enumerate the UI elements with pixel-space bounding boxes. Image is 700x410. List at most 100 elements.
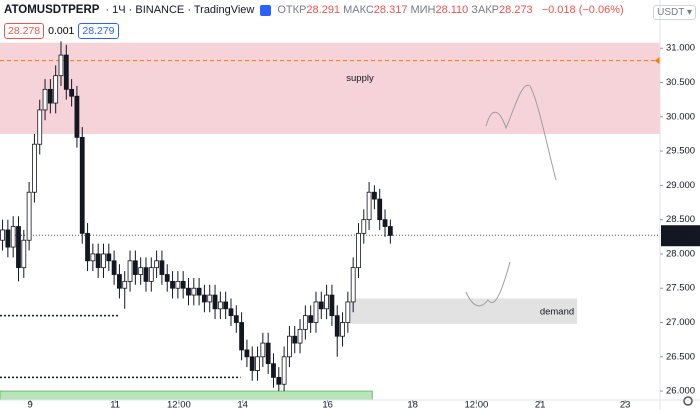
candle-body bbox=[127, 260, 133, 282]
candle-body bbox=[69, 88, 75, 97]
x-tick-label: 12:00 bbox=[167, 400, 191, 410]
candle-body bbox=[37, 109, 43, 145]
ohlc-label: МАКС bbox=[343, 4, 374, 16]
x-tick-label: 23 bbox=[620, 400, 631, 410]
x-tick-label: 9 bbox=[28, 400, 33, 410]
candle-body bbox=[170, 280, 175, 289]
candle-body bbox=[180, 280, 186, 289]
zone bbox=[350, 298, 578, 324]
ohlc: ОТКР28.291 МАКС28.317 МИН28.110 ЗАКР28.273 bbox=[277, 4, 535, 16]
projection-drawing bbox=[485, 84, 557, 181]
candle-body bbox=[265, 342, 271, 365]
flag-icon bbox=[260, 4, 272, 16]
spread: 0.001 bbox=[48, 25, 75, 37]
x-tick-label: 11 bbox=[110, 400, 120, 410]
change: −0.018 (−0.06%) bbox=[541, 4, 624, 16]
zone-label: supply bbox=[346, 73, 374, 84]
candle-body bbox=[90, 253, 96, 262]
candle-body bbox=[42, 88, 48, 111]
candle-body bbox=[58, 54, 64, 77]
zone-label: demand bbox=[540, 307, 574, 318]
last-price-tag bbox=[661, 225, 700, 247]
y-tick-label: 31.000 bbox=[666, 43, 695, 54]
candle-body bbox=[377, 198, 383, 221]
x-tick-label: 21 bbox=[535, 400, 546, 410]
header: ATOMUSDTPERP · 1Ч · BINANCE · TradingVie… bbox=[4, 4, 624, 16]
candle-body bbox=[340, 322, 345, 337]
candle-body bbox=[217, 301, 223, 310]
x-tick-label: 16 bbox=[322, 400, 333, 410]
candle-body bbox=[196, 287, 202, 296]
y-tick-label: 29.500 bbox=[666, 146, 695, 157]
candle-body bbox=[26, 191, 32, 241]
last-price-time: 10:05 bbox=[667, 235, 691, 246]
candle-body bbox=[74, 95, 80, 138]
ohlc-label: МИН bbox=[410, 4, 436, 16]
candle-body bbox=[191, 287, 197, 296]
candle-body bbox=[324, 294, 330, 310]
candle-body bbox=[372, 191, 377, 200]
candle-body bbox=[63, 54, 69, 90]
candle-body bbox=[175, 280, 181, 289]
candle-body bbox=[106, 253, 112, 262]
candle-body bbox=[5, 229, 11, 248]
y-tick-label: 28.000 bbox=[666, 248, 695, 259]
candle-body bbox=[79, 136, 85, 234]
zone bbox=[0, 42, 660, 134]
candle-body bbox=[223, 301, 229, 310]
candle-body bbox=[164, 274, 170, 282]
candle-body bbox=[287, 335, 292, 358]
candle-body bbox=[132, 260, 138, 275]
candle-body bbox=[16, 226, 21, 269]
provider: · 1Ч · BINANCE · TradingView bbox=[105, 4, 255, 16]
candle-body bbox=[32, 143, 37, 193]
candle-body bbox=[154, 260, 160, 269]
candle-body bbox=[276, 376, 282, 385]
candle-body bbox=[212, 294, 218, 310]
sell-price[interactable]: 28.278 bbox=[4, 23, 45, 39]
y-tick-label: 30.000 bbox=[666, 111, 695, 122]
candle-body bbox=[117, 274, 122, 289]
y-axis bbox=[660, 0, 700, 410]
candle-body bbox=[228, 308, 234, 317]
buy-price[interactable]: 28.279 bbox=[78, 23, 119, 39]
candle-body bbox=[329, 294, 335, 317]
x-tick-label: 18 bbox=[407, 400, 418, 410]
settings-icon[interactable] bbox=[683, 396, 693, 406]
candle-body bbox=[101, 253, 106, 269]
candle-body bbox=[95, 253, 101, 269]
candle-body bbox=[334, 315, 340, 337]
y-tick-label: 27.000 bbox=[666, 317, 695, 328]
candle-body bbox=[313, 301, 319, 323]
candle-body bbox=[292, 335, 298, 344]
y-tick-label: 28.500 bbox=[666, 214, 695, 225]
candle-body bbox=[122, 280, 128, 289]
candle-body bbox=[387, 226, 393, 236]
candle-body bbox=[361, 219, 367, 234]
ohlc-label: ОТКР bbox=[277, 4, 307, 16]
candle-body bbox=[159, 260, 165, 275]
projection-drawing bbox=[465, 261, 511, 307]
candle-body bbox=[239, 322, 245, 351]
candle-body bbox=[21, 239, 27, 269]
price-tags: 28.278 0.001 28.279 bbox=[4, 23, 119, 39]
candle-body bbox=[356, 232, 361, 269]
y-tick-label: 29.000 bbox=[666, 180, 695, 191]
currency-select[interactable]: USDT ▾ bbox=[653, 5, 696, 20]
candle-body bbox=[143, 267, 149, 282]
candle-body bbox=[148, 267, 154, 282]
x-tick-label: 14 bbox=[237, 400, 248, 410]
candle-body bbox=[233, 315, 239, 323]
candle-body bbox=[10, 226, 16, 248]
ohlc-value: 28.291 bbox=[306, 4, 341, 16]
candle-body bbox=[111, 260, 117, 275]
candle-body bbox=[53, 75, 59, 104]
candle-body bbox=[345, 301, 351, 323]
alert-marker bbox=[655, 56, 660, 65]
candle-body bbox=[260, 342, 266, 358]
symbol: ATOMUSDTPERP bbox=[4, 4, 100, 16]
candle-body bbox=[271, 363, 276, 378]
candle-body bbox=[202, 294, 207, 303]
candle-body bbox=[186, 287, 191, 296]
